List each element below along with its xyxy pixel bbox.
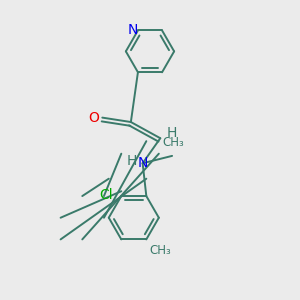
Text: N: N [128, 23, 138, 37]
Text: CH₃: CH₃ [162, 136, 184, 149]
Text: H: H [126, 154, 136, 168]
Text: CH₃: CH₃ [149, 244, 171, 257]
Text: Cl: Cl [99, 188, 112, 202]
Text: N: N [137, 156, 148, 170]
Text: H: H [166, 126, 177, 140]
Text: O: O [88, 111, 100, 124]
